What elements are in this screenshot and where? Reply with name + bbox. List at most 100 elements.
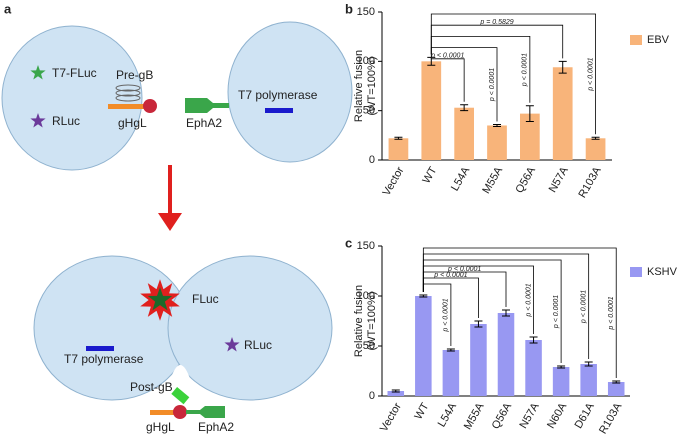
error-bar [584, 361, 593, 367]
x-tick-label: L54A [449, 164, 473, 193]
circle-icon [143, 99, 157, 113]
significance-bracket [430, 13, 596, 135]
error-bar [529, 336, 538, 344]
x-tick-label: Q56A [490, 400, 515, 431]
diagram-label: gHgL [146, 420, 175, 434]
y-axis-title: Relative fusion [353, 50, 365, 122]
cell [1, 25, 143, 171]
error-bar [460, 104, 469, 112]
diagram: a T7-FLuc RLuc Pre-gB gHgL EphA2 T7 poly… [1, 1, 353, 434]
diagram-label: T7 polymerase [64, 352, 144, 366]
receptor-icon [186, 406, 225, 418]
bar [388, 138, 409, 160]
x-tick-label: Vector [378, 401, 404, 434]
p-value: p < 0.0001 [581, 290, 588, 324]
bar [421, 61, 442, 161]
p-value: p < 0.0001 [430, 53, 464, 60]
circle-icon [173, 405, 187, 419]
error-bar [493, 123, 501, 127]
x-tick-label: L54A [436, 400, 460, 429]
y-tick-label: 0 [369, 390, 375, 402]
p-value: p < 0.0001 [447, 266, 481, 273]
bar [552, 67, 573, 160]
bar [585, 138, 606, 160]
x-tick-label: N57A [518, 400, 542, 430]
panel-label: a [4, 1, 12, 16]
y-tick-label: 150 [357, 240, 375, 252]
legend-swatch [630, 267, 642, 277]
panel-label: c [345, 235, 352, 250]
legend-label: EBV [647, 34, 670, 46]
bar [497, 313, 515, 396]
bar [415, 296, 432, 396]
y-tick-label: 0 [369, 154, 375, 166]
legend-label: KSHV [647, 266, 678, 278]
p-value: p < 0.0001 [433, 272, 467, 279]
significance-bracket [430, 54, 465, 102]
p-value: p = 0.5829 [479, 19, 513, 26]
bar-icon [265, 108, 293, 113]
error-bar [557, 365, 566, 369]
error-bar [446, 348, 455, 352]
significance-bracket [430, 36, 531, 103]
y-tick-label: 50 [363, 340, 375, 352]
arrow-icon [158, 165, 182, 231]
p-value: p < 0.0001 [587, 57, 594, 91]
y-tick-label: 50 [363, 105, 375, 117]
error-bar [612, 380, 621, 384]
error-bar [474, 320, 483, 328]
bar [607, 382, 625, 396]
x-tick-label: N60A [545, 400, 569, 430]
gap-icon [165, 365, 196, 400]
x-tick-label: R103A [576, 164, 604, 200]
x-tick-label: M55A [462, 400, 487, 431]
error-bar [502, 309, 510, 317]
bar [387, 391, 405, 396]
cell [33, 255, 191, 401]
diagram-label: T7-FLuc [52, 66, 97, 80]
y-axis-title: (WT=100%) [366, 57, 378, 116]
bar-icon [108, 104, 148, 109]
p-value: p < 0.0001 [608, 296, 615, 330]
p-value: p < 0.0001 [553, 295, 560, 329]
p-value: p < 0.0001 [525, 283, 532, 317]
coil-icon [115, 84, 141, 102]
y-axis-title: (WT=100%) [366, 292, 378, 351]
x-tick-label: Vector [381, 165, 407, 198]
gb-icon [171, 387, 190, 405]
p-value: p < 0.0001 [522, 53, 529, 87]
y-tick-label: 150 [357, 6, 375, 18]
p-value: p < 0.0001 [489, 68, 496, 102]
receptor-icon [185, 98, 229, 113]
diagram-label: EphA2 [186, 116, 222, 130]
y-tick-label: 100 [357, 290, 375, 302]
diagram-label: T7 polymerase [238, 88, 318, 102]
diagram-label: gHgL [118, 116, 147, 130]
diagram-label: Pre-gB [116, 68, 153, 82]
x-tick-label: N57A [547, 164, 571, 194]
error-bar [394, 136, 403, 140]
bar [454, 107, 474, 160]
p-value: p < 0.0001 [443, 298, 450, 332]
diagram-label: Post-gB [130, 380, 173, 394]
diagram-label: RLuc [52, 114, 80, 128]
diagram-label: FLuc [192, 292, 219, 306]
bar [552, 367, 570, 396]
error-bar [591, 136, 600, 140]
bar-icon [86, 346, 114, 351]
diagram-label: EphA2 [198, 420, 234, 434]
error-bar [419, 294, 428, 298]
x-tick-label: Q56A [514, 164, 539, 195]
y-tick-label: 100 [357, 55, 375, 67]
x-tick-label: WT [420, 165, 439, 186]
error-bar [558, 60, 567, 74]
cell [167, 255, 333, 401]
bar-icon [150, 410, 180, 415]
bar [470, 324, 487, 396]
bar [487, 125, 507, 160]
panel-label: b [345, 1, 353, 16]
bar [525, 340, 542, 396]
y-axis-title: Relative fusion [353, 285, 365, 357]
bar [580, 364, 597, 396]
